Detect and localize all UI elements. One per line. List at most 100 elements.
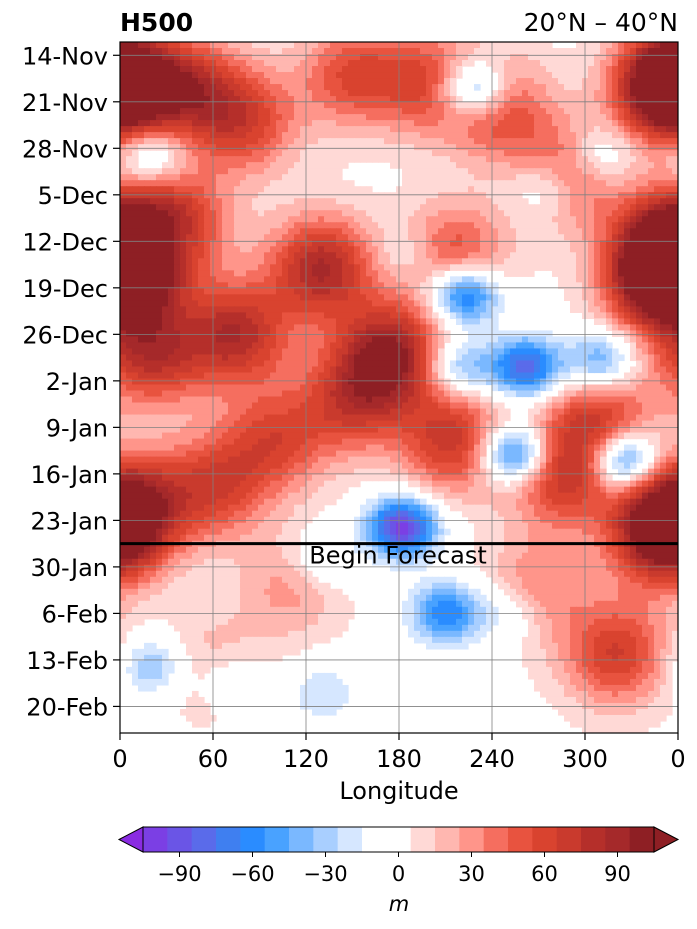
field-cell <box>330 126 337 133</box>
field-cell <box>456 192 463 199</box>
field-cell <box>432 54 439 61</box>
field-cell <box>234 276 241 283</box>
field-cell <box>390 144 397 151</box>
field-cell <box>150 84 157 91</box>
field-cell <box>306 198 313 205</box>
field-cell <box>156 186 163 193</box>
field-cell <box>252 228 259 235</box>
field-cell <box>648 114 655 121</box>
field-cell <box>456 234 463 241</box>
field-cell <box>462 354 469 362</box>
field-cell <box>630 282 637 289</box>
field-cell <box>534 360 541 368</box>
field-cell <box>288 276 295 283</box>
field-cell <box>270 66 277 73</box>
field-cell <box>120 378 127 386</box>
field-cell <box>648 132 655 139</box>
field-cell <box>294 330 301 338</box>
field-cell <box>528 66 535 73</box>
field-cell <box>288 252 295 259</box>
field-cell <box>558 252 565 259</box>
field-cell <box>474 204 481 211</box>
field-cell <box>588 366 595 374</box>
field-cell <box>228 66 235 73</box>
field-cell <box>510 228 517 235</box>
field-cell <box>180 198 187 205</box>
field-cell <box>492 132 499 139</box>
field-cell <box>618 120 625 127</box>
field-cell <box>162 294 169 301</box>
field-cell <box>630 240 637 247</box>
field-cell <box>654 210 661 217</box>
field-cell <box>132 300 139 307</box>
field-cell <box>516 156 523 163</box>
field-cell <box>366 60 373 67</box>
field-cell <box>630 288 637 295</box>
field-cell <box>402 186 409 193</box>
field-cell <box>534 102 541 109</box>
field-cell <box>288 192 295 199</box>
field-cell <box>384 264 391 271</box>
field-cell <box>372 288 379 295</box>
field-cell <box>198 366 205 374</box>
field-cell <box>546 60 553 67</box>
field-cell <box>288 96 295 103</box>
field-cell <box>360 288 367 295</box>
field-cell <box>660 84 667 91</box>
field-cell <box>672 372 678 380</box>
field-cell <box>654 78 661 85</box>
field-cell <box>414 216 421 223</box>
field-cell <box>276 234 283 241</box>
field-cell <box>666 222 673 229</box>
field-cell <box>450 252 457 259</box>
field-cell <box>330 186 337 193</box>
field-cell <box>186 42 193 49</box>
field-cell <box>150 192 157 199</box>
field-cell <box>336 234 343 241</box>
field-cell <box>468 42 475 49</box>
field-cell <box>624 234 631 241</box>
field-cell <box>660 258 667 265</box>
field-cell <box>606 90 613 97</box>
field-cell <box>342 282 349 289</box>
field-cell <box>432 318 439 326</box>
field-cell <box>450 84 457 91</box>
field-cell <box>402 78 409 85</box>
field-cell <box>312 258 319 265</box>
field-cell <box>324 204 331 211</box>
field-cell <box>330 354 337 362</box>
field-cell <box>246 258 253 265</box>
field-cell <box>186 186 193 193</box>
field-cell <box>672 246 678 253</box>
field-cell <box>276 330 283 338</box>
field-cell <box>444 246 451 253</box>
field-cell <box>510 138 517 145</box>
field-cell <box>120 84 127 91</box>
field-cell <box>132 90 139 97</box>
field-cell <box>384 72 391 79</box>
field-cell <box>222 72 229 79</box>
field-cell <box>216 294 223 301</box>
field-cell <box>414 132 421 139</box>
field-cell <box>600 258 607 265</box>
field-cell <box>222 372 229 380</box>
field-cell <box>432 72 439 79</box>
field-cell <box>402 294 409 301</box>
field-cell <box>366 228 373 235</box>
field-cell <box>234 354 241 362</box>
field-cell <box>270 180 277 187</box>
field-cell <box>282 318 289 326</box>
field-cell <box>414 150 421 157</box>
field-cell <box>390 306 397 313</box>
field-cell <box>204 306 211 313</box>
field-cell <box>408 360 415 368</box>
field-cell <box>468 354 475 362</box>
field-cell <box>414 84 421 91</box>
field-cell <box>456 162 463 169</box>
field-cell <box>462 246 469 253</box>
field-cell <box>402 342 409 350</box>
field-cell <box>528 48 535 55</box>
field-cell <box>156 126 163 133</box>
field-cell <box>486 96 493 103</box>
field-cell <box>120 372 127 380</box>
